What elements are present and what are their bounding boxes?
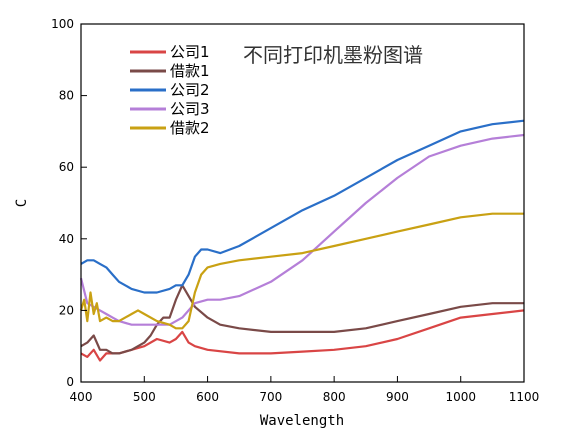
x-axis-title: Wavelength	[260, 413, 344, 429]
series-line-1	[80, 309, 525, 362]
x-tick-label: 600	[196, 390, 219, 404]
y-tick-label: 0	[66, 375, 74, 389]
x-tick-label: 700	[259, 390, 282, 404]
series-line-3	[80, 119, 525, 294]
x-tick-label: 400	[70, 390, 93, 404]
legend-label: 公司1	[170, 43, 210, 61]
series-line-4	[79, 133, 525, 326]
x-tick-label: 1000	[445, 390, 476, 404]
y-tick-label: 60	[59, 160, 74, 174]
y-tick-label: 80	[59, 89, 74, 103]
x-tick-label: 500	[133, 390, 156, 404]
y-tick-label: 20	[59, 303, 74, 317]
plot-frame	[80, 23, 525, 383]
tick-layer: 400 500 600 700 800 900 1000 1100 0 20 40 60 80 100	[51, 17, 539, 404]
plot-area	[81, 24, 524, 382]
y-tick-label: 100	[51, 17, 74, 31]
x-tick-label: 900	[386, 390, 409, 404]
x-tick-label: 800	[323, 390, 346, 404]
series-layer	[79, 119, 525, 362]
y-tick-label: 40	[59, 232, 74, 246]
x-tick-label: 1100	[509, 390, 540, 404]
y-axis-title: C	[14, 199, 30, 207]
legend-label: 借款1	[170, 62, 210, 80]
legend-label: 公司3	[170, 100, 210, 118]
legend-label: 借款2	[170, 119, 210, 137]
legend-label: 公司2	[170, 81, 210, 99]
series-line-5	[79, 212, 524, 330]
chart-title: 不同打印机墨粉图谱	[243, 43, 423, 67]
